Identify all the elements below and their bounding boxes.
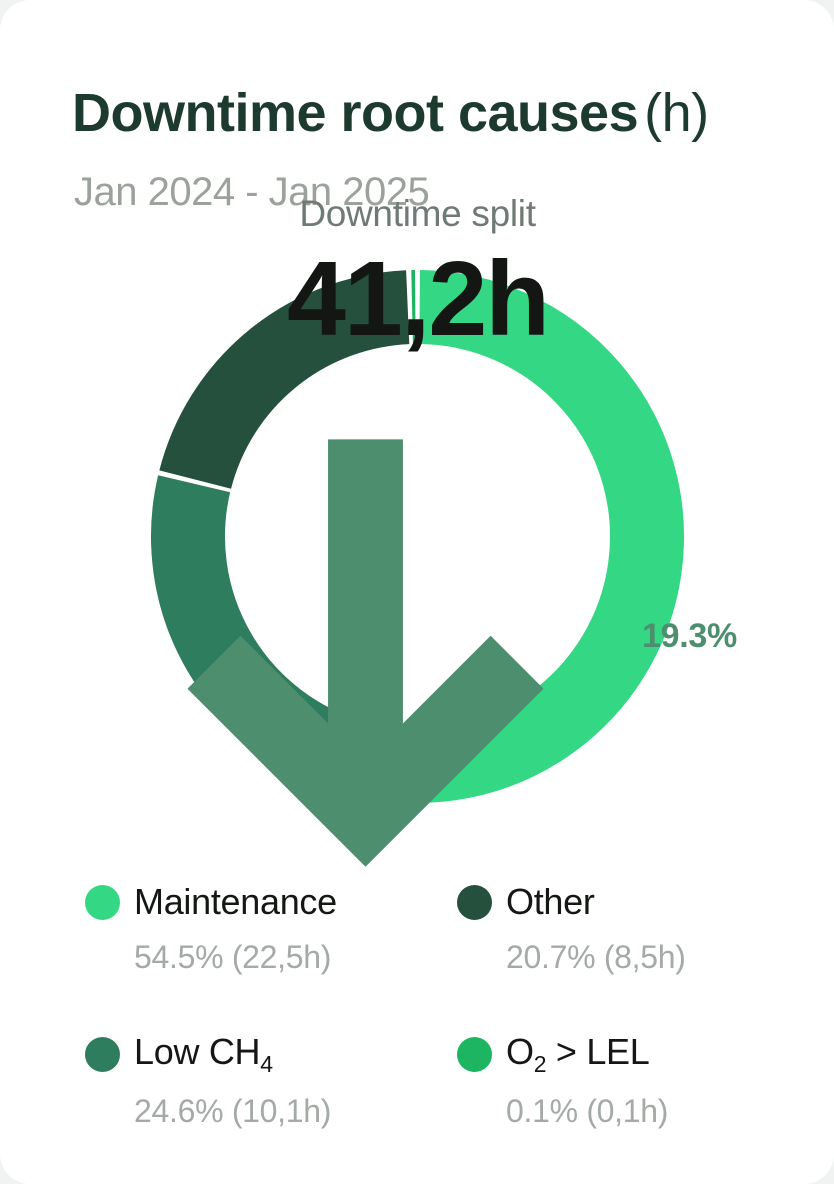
legend-dot-o2-lel-icon [457,1036,492,1072]
donut-segment-low-ch4[interactable] [151,475,365,793]
legend-label: Low CH4 [134,1031,273,1078]
legend-value: 0.1% (0,1h) [506,1093,669,1129]
donut-chart-svg[interactable] [150,269,685,804]
page-title: Downtime root causes (h) [72,82,709,144]
donut-segment-other[interactable] [159,270,410,490]
legend-dot-maintenance-icon [85,884,120,920]
legend-label: O2 > LEL [506,1031,650,1078]
legend-value: 54.5% (22,5h) [134,939,332,975]
legend-dot-low-ch4-icon [85,1036,120,1072]
donut-chart[interactable]: Downtime split 41,2h 19.3% [150,193,737,867]
legend-dot-other-icon [457,884,492,920]
legend-item-o2-lel[interactable]: O2 > LEL 0.1% (0,1h) [457,1030,765,1131]
legend-value: 24.6% (10,1h) [134,1093,332,1129]
chart-legend: Maintenance 54.5% (22,5h) Other 20.7% (8… [85,880,765,1131]
legend-label: Other [506,881,595,922]
legend-label: Maintenance [134,881,337,922]
legend-item-low-ch4[interactable]: Low CH4 24.6% (10,1h) [85,1030,457,1131]
legend-item-other[interactable]: Other 20.7% (8,5h) [457,880,765,977]
legend-item-maintenance[interactable]: Maintenance 54.5% (22,5h) [85,880,457,977]
legend-value: 20.7% (8,5h) [506,939,686,975]
title-unit: (h) [644,83,709,143]
date-range-label: Jan 2024 - Jan 2025 [74,170,430,214]
donut-segment-maintenance[interactable] [348,270,684,803]
title-text: Downtime root causes [72,83,639,143]
